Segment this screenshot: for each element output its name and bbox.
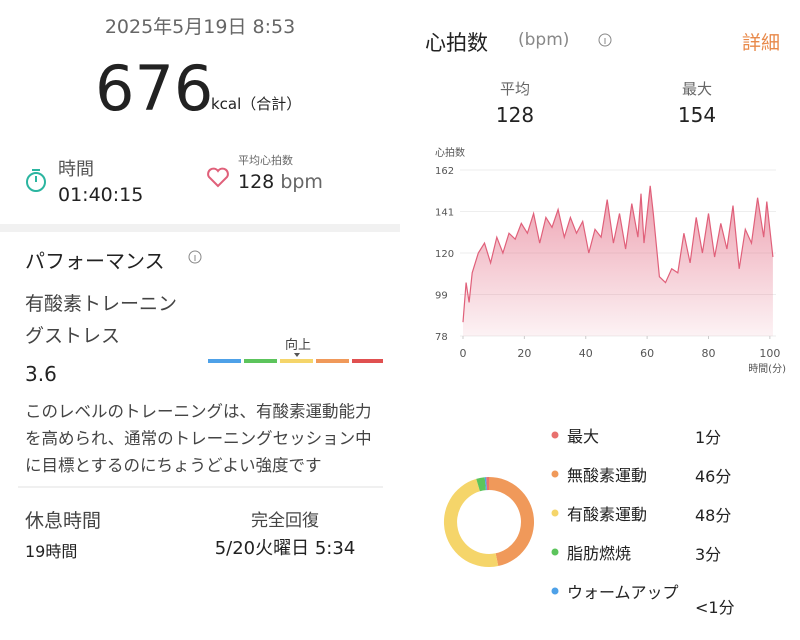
- max-value: 154: [677, 103, 717, 127]
- avg-hr: 128 bpm: [238, 171, 323, 193]
- hr-line: [462, 185, 774, 323]
- description: このレベルのトレーニングは、有酸素運動能力を高められ、通常のトレーニングセッショ…: [25, 402, 372, 475]
- scale-marker: 向上: [285, 338, 312, 353]
- donut-segment: [486, 477, 489, 491]
- legend-value: 1分: [695, 428, 722, 447]
- rest-value: 19時間: [25, 542, 78, 561]
- x-tick-label: 0: [459, 347, 466, 360]
- duration: 01:40:15: [58, 184, 144, 206]
- calories-unit: kcal（合計）: [211, 95, 302, 113]
- legend-value: 3分: [695, 545, 722, 564]
- x-axis-title: 時間(分): [748, 363, 786, 375]
- avg-label: 平均: [499, 80, 530, 98]
- legend-dot: [551, 509, 559, 517]
- y-tick-label: 78: [435, 332, 448, 343]
- calories: 676: [95, 52, 214, 125]
- legend-label: 有酸素運動: [567, 505, 648, 524]
- avg-hr-value: 128: [238, 171, 275, 193]
- y-tick-label: 141: [435, 208, 454, 219]
- legend-label: ウォームアップ: [567, 583, 679, 602]
- full-recovery-label: 完全回復: [251, 511, 319, 531]
- legend-dot: [551, 470, 559, 478]
- legend-dot: [551, 431, 559, 439]
- legend-dot: [551, 587, 559, 595]
- x-tick-label: 80: [701, 347, 715, 360]
- y-tick-label: 99: [435, 291, 448, 302]
- legend-value: 46分: [695, 467, 732, 486]
- legend-label: 最大: [567, 427, 600, 446]
- donut-segment: [443, 478, 499, 568]
- hr-unit: (bpm): [518, 30, 570, 50]
- legend-value: <1分: [695, 598, 735, 617]
- duration-label: 時間: [58, 159, 94, 180]
- divider: [0, 224, 400, 232]
- donut-segment: [476, 477, 486, 492]
- x-tick-label: 100: [759, 347, 780, 360]
- max-label: 最大: [681, 80, 712, 98]
- donut-segment: [489, 477, 535, 567]
- full-recovery-value: 5/20火曜日 5:34: [214, 538, 356, 559]
- y-tick-label: 120: [435, 249, 454, 260]
- y-axis-title: 心拍数: [435, 146, 465, 159]
- scale-bar: [208, 353, 383, 363]
- performance-title: パフォーマンス: [25, 249, 165, 273]
- legend-label: 脂肪燃焼: [567, 544, 632, 563]
- x-tick-label: 40: [579, 347, 593, 360]
- avg-hr-label: 平均心拍数: [238, 154, 293, 167]
- legend-label: 無酸素運動: [567, 466, 648, 485]
- legend-dot: [551, 548, 559, 556]
- hr-title: 心拍数: [425, 31, 488, 55]
- info-icon: [598, 33, 612, 47]
- x-tick-label: 20: [517, 347, 531, 360]
- timer-icon: [26, 169, 46, 192]
- rest-label: 休息時間: [25, 510, 102, 532]
- avg-value: 128: [495, 103, 535, 127]
- date: 2025年5月19日 8:53: [104, 16, 296, 38]
- donut-segment: [484, 477, 487, 491]
- x-tick-label: 60: [640, 347, 654, 360]
- info-icon: [188, 250, 202, 264]
- hr-area: [462, 185, 773, 336]
- avg-hr-unit: bpm: [280, 171, 323, 193]
- metric-value: 3.6: [25, 362, 57, 386]
- detail-link[interactable]: 詳細: [742, 32, 781, 54]
- heart-icon: [207, 167, 229, 188]
- metric-label: 有酸素トレーニングストレス: [25, 293, 178, 347]
- legend-value: 48分: [695, 506, 732, 525]
- y-tick-label: 162: [435, 166, 454, 177]
